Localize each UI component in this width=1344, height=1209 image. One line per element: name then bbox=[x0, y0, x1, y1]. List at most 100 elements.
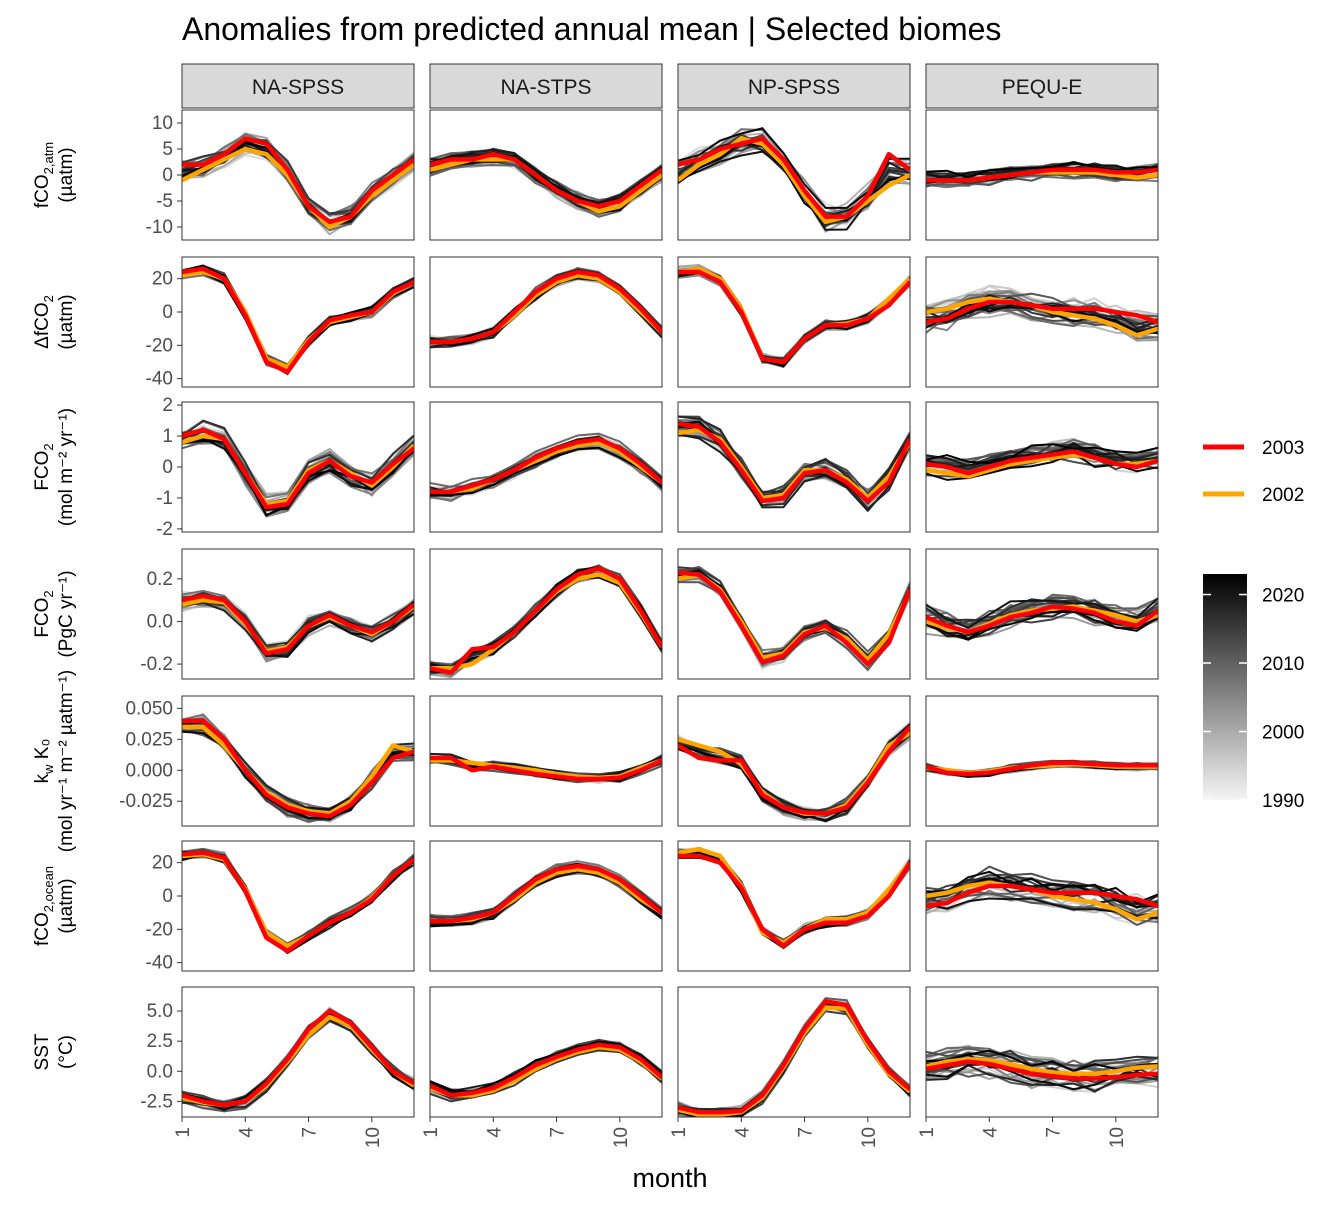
ensemble-year-line bbox=[182, 601, 414, 658]
chart-title: Anomalies from predicted annual mean | S… bbox=[182, 11, 1001, 47]
row-label-line2: (PgC yr⁻¹) bbox=[56, 570, 77, 657]
panel-border bbox=[925, 401, 1159, 533]
panel-border bbox=[181, 840, 415, 972]
y-tick-label: 0.025 bbox=[125, 729, 173, 750]
ensemble-year-line bbox=[926, 443, 1158, 465]
x-tick-label: 1 bbox=[421, 1127, 442, 1138]
series-2003-line bbox=[678, 853, 910, 949]
series-2003-line bbox=[182, 136, 414, 225]
series-2003-line bbox=[182, 266, 414, 375]
panel-border bbox=[925, 109, 1159, 241]
series-2003-line bbox=[926, 604, 1158, 635]
row-label-line1: fCO2,ocean bbox=[32, 866, 56, 946]
ensemble-year-line bbox=[926, 160, 1158, 179]
y-tick-label: 5.0 bbox=[147, 1001, 173, 1022]
panel-background bbox=[430, 841, 662, 971]
panel-background bbox=[678, 402, 910, 532]
panel-na-stps bbox=[429, 109, 663, 241]
panel-np-spss bbox=[677, 695, 911, 827]
panel-background bbox=[182, 841, 414, 971]
row-label: ΔfCO2 (µatm) bbox=[32, 294, 77, 349]
x-axis-title: month bbox=[632, 1163, 707, 1193]
facet-strip bbox=[181, 63, 415, 109]
panel-na-stps bbox=[429, 401, 663, 533]
panel-border bbox=[925, 256, 1159, 388]
legend-label-2003: 2003 bbox=[1262, 438, 1304, 459]
series-2003-line bbox=[678, 269, 910, 365]
panel-border bbox=[429, 109, 663, 241]
panel-na-spss bbox=[181, 109, 415, 241]
y-tick-label: 0.050 bbox=[125, 698, 173, 719]
series-2003-line bbox=[678, 725, 910, 816]
y-tick-label: 2.5 bbox=[147, 1031, 173, 1052]
panel-border bbox=[429, 695, 663, 827]
panel-np-spss bbox=[677, 986, 911, 1118]
panel-na-spss bbox=[181, 256, 415, 388]
y-tick-label: -40 bbox=[146, 369, 173, 390]
series-2003-line bbox=[926, 883, 1158, 909]
y-tick-label: 0.000 bbox=[125, 760, 173, 781]
y-tick-label: 0.0 bbox=[147, 611, 173, 632]
panel-pequ-e bbox=[925, 986, 1159, 1118]
panel-border bbox=[429, 986, 663, 1118]
ensemble-year-line bbox=[678, 415, 910, 496]
row-label-line2: (mol yr⁻¹ m⁻² µatm⁻¹) bbox=[56, 670, 77, 852]
colorbar-label: 2000 bbox=[1262, 723, 1304, 744]
y-tick-label: -40 bbox=[146, 953, 173, 974]
panel-na-stps bbox=[429, 986, 663, 1118]
series-2003-line bbox=[926, 167, 1158, 183]
series-2003-line bbox=[430, 755, 662, 782]
panel-na-spss bbox=[181, 986, 415, 1118]
ensemble-year-line bbox=[926, 1063, 1158, 1087]
y-tick-label: 1 bbox=[162, 426, 173, 447]
series-2003-line bbox=[678, 136, 910, 219]
panel-np-spss bbox=[677, 256, 911, 388]
y-tick-label: -0.2 bbox=[140, 654, 173, 675]
y-tick-label: 0 bbox=[162, 302, 173, 323]
panel-border bbox=[677, 840, 911, 972]
ensemble-year-line bbox=[926, 608, 1158, 641]
ensemble-year-line bbox=[182, 713, 414, 810]
panel-np-spss bbox=[677, 840, 911, 972]
x-tick-label: 10 bbox=[859, 1127, 880, 1148]
facet-strip bbox=[429, 63, 663, 109]
panel-np-spss bbox=[677, 548, 911, 680]
series-2003-line bbox=[430, 151, 662, 209]
series-2003-line bbox=[430, 436, 662, 495]
series-2003-line bbox=[430, 269, 662, 345]
x-axes: 1 4 7 10 1 4 7 10 1 4 7 10 1 4 7 10 bbox=[173, 1117, 1128, 1148]
series-2003-line bbox=[926, 299, 1158, 325]
row-label: kw K₀ (mol yr⁻¹ m⁻² µatm⁻¹) bbox=[32, 670, 77, 852]
ensemble-year-line bbox=[430, 432, 662, 488]
series-2003-line bbox=[926, 1059, 1158, 1081]
facet-strip bbox=[925, 63, 1159, 109]
panel-border bbox=[429, 401, 663, 533]
row-label-line2: (°C) bbox=[56, 1035, 77, 1069]
panel-border bbox=[429, 840, 663, 972]
panel-border bbox=[429, 256, 663, 388]
facet-label: PEQU-E bbox=[1002, 76, 1083, 99]
panel-background bbox=[926, 987, 1158, 1117]
panel-na-spss bbox=[181, 695, 415, 827]
y-tick-label: -0.025 bbox=[119, 791, 173, 812]
y-tick-label: -20 bbox=[146, 335, 173, 356]
legend-label-2002: 2002 bbox=[1262, 485, 1304, 506]
ensemble-year-line bbox=[678, 141, 910, 222]
x-tick-label: 10 bbox=[1107, 1127, 1128, 1148]
panel-pequ-e bbox=[925, 695, 1159, 827]
panel-border bbox=[677, 256, 911, 388]
plot-panels bbox=[181, 109, 1159, 1118]
facet-strip bbox=[677, 63, 911, 109]
row-label-line1: kw K₀ bbox=[32, 739, 56, 784]
series-2002-line bbox=[926, 1056, 1158, 1076]
row-label-line1: SST bbox=[32, 1033, 53, 1070]
panel-na-stps bbox=[429, 840, 663, 972]
x-tick-label: 1 bbox=[173, 1127, 194, 1138]
series-2003-line bbox=[430, 565, 662, 675]
series-2003-line bbox=[182, 427, 414, 510]
y-tick-label: 0.0 bbox=[147, 1061, 173, 1082]
row-label-line1: fCO2,atm bbox=[32, 142, 56, 208]
row-label: SST (°C) bbox=[32, 1033, 77, 1070]
panel-pequ-e bbox=[925, 109, 1159, 241]
